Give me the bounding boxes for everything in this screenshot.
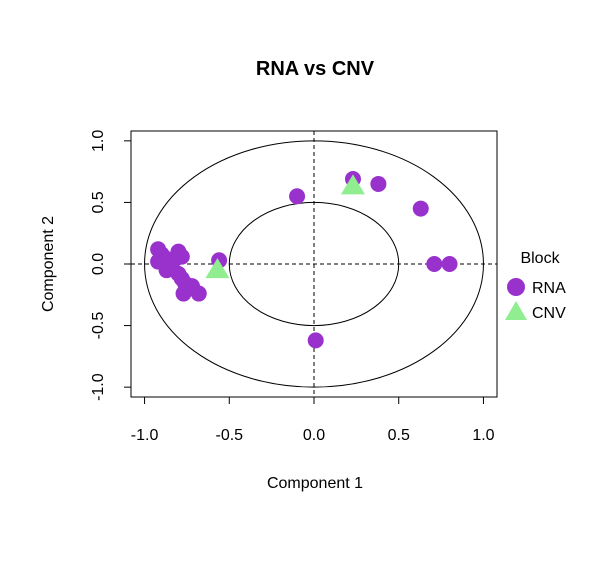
y-tick-label: -1.0 <box>90 373 107 401</box>
rna-point <box>190 285 207 302</box>
legend-rna-label: RNA <box>532 280 566 297</box>
legend-rna-marker <box>507 278 525 296</box>
x-axis-label: Component 1 <box>267 475 363 492</box>
x-axis: -1.0 -0.5 0.0 0.5 1.0 <box>131 396 495 444</box>
y-axis-label: Component 2 <box>40 216 57 312</box>
rna-point <box>426 256 443 272</box>
y-tick-label: 0.5 <box>90 191 107 213</box>
y-axis: -1.0 -0.5 0.0 0.5 1.0 <box>90 130 132 401</box>
legend-cnv-label: CNV <box>532 305 566 322</box>
rna-point <box>307 332 324 349</box>
rna-point <box>441 256 458 272</box>
y-tick-label: 0.0 <box>90 253 107 275</box>
x-tick-label: 0.5 <box>388 427 410 444</box>
rna-point <box>289 188 306 205</box>
x-tick-label: -0.5 <box>215 427 243 444</box>
y-tick-label: -0.5 <box>90 312 107 340</box>
x-tick-label: 0.0 <box>303 427 325 444</box>
rna-point <box>412 200 429 217</box>
x-tick-label: -1.0 <box>131 427 159 444</box>
y-tick-label: 1.0 <box>90 130 107 152</box>
x-tick-label: 1.0 <box>472 427 494 444</box>
rna-point <box>370 175 387 192</box>
legend: Block RNA CNV <box>505 250 566 322</box>
data-points <box>150 171 458 349</box>
rna-point <box>173 248 190 265</box>
legend-title: Block <box>520 250 560 267</box>
cnv-point <box>205 258 230 279</box>
chart-title: RNA vs CNV <box>256 58 375 80</box>
legend-cnv-marker <box>505 301 527 320</box>
cnv-point <box>340 174 365 195</box>
